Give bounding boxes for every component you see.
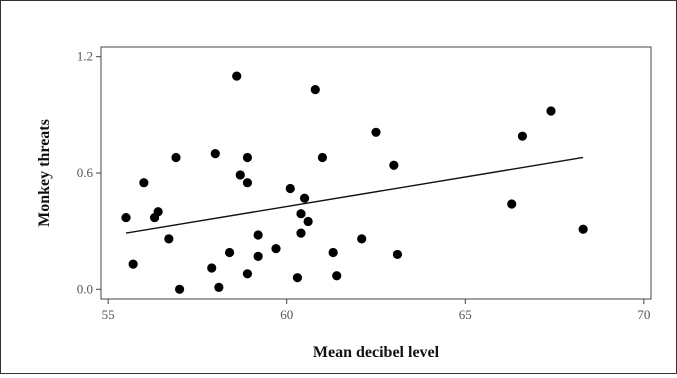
y-tick-label: 0.0	[77, 281, 93, 296]
data-point	[164, 234, 174, 244]
data-point	[296, 209, 306, 219]
data-point	[139, 178, 149, 188]
trend-line-group	[125, 156, 584, 234]
data-point	[296, 228, 306, 238]
x-axis: 55 60 65 70	[102, 299, 650, 322]
data-point	[371, 127, 381, 137]
y-axis: 0.0 0.6 1.2	[77, 49, 101, 296]
data-point	[299, 193, 310, 203]
data-point	[153, 207, 163, 217]
data-point	[242, 269, 253, 279]
data-points	[121, 71, 588, 294]
data-point	[332, 271, 342, 281]
data-point	[207, 263, 217, 273]
data-point	[174, 284, 185, 294]
data-point	[310, 85, 320, 95]
x-tick-label: 55	[102, 307, 115, 322]
data-point	[392, 249, 403, 260]
data-point	[253, 251, 263, 261]
data-point	[578, 224, 588, 234]
y-tick-label: 0.6	[77, 165, 94, 180]
data-point	[171, 152, 181, 163]
data-point	[242, 178, 253, 188]
trend-line	[125, 156, 584, 234]
data-point	[328, 247, 338, 258]
data-point	[271, 244, 281, 254]
data-point	[232, 71, 242, 81]
data-point	[214, 282, 224, 292]
x-tick-label: 60	[280, 307, 293, 322]
data-point	[121, 212, 131, 223]
y-tick-label: 1.2	[77, 49, 93, 64]
data-point	[210, 149, 220, 159]
y-axis-title: Monkey threats	[36, 119, 53, 227]
data-point	[517, 131, 528, 141]
x-tick-label: 70	[637, 307, 650, 322]
data-point	[546, 106, 556, 116]
data-point	[253, 230, 263, 240]
data-point	[242, 152, 253, 163]
data-point	[317, 152, 328, 163]
plot-area-border	[100, 46, 652, 300]
data-point	[303, 216, 313, 227]
data-point	[224, 247, 235, 258]
x-tick-label: 65	[459, 307, 472, 322]
data-point	[128, 259, 138, 269]
data-point	[235, 170, 245, 180]
data-point	[389, 160, 399, 170]
data-point	[357, 234, 367, 244]
data-point	[285, 183, 295, 194]
data-point	[507, 199, 517, 209]
x-axis-title: Mean decibel level	[313, 344, 440, 361]
data-point	[292, 273, 303, 283]
